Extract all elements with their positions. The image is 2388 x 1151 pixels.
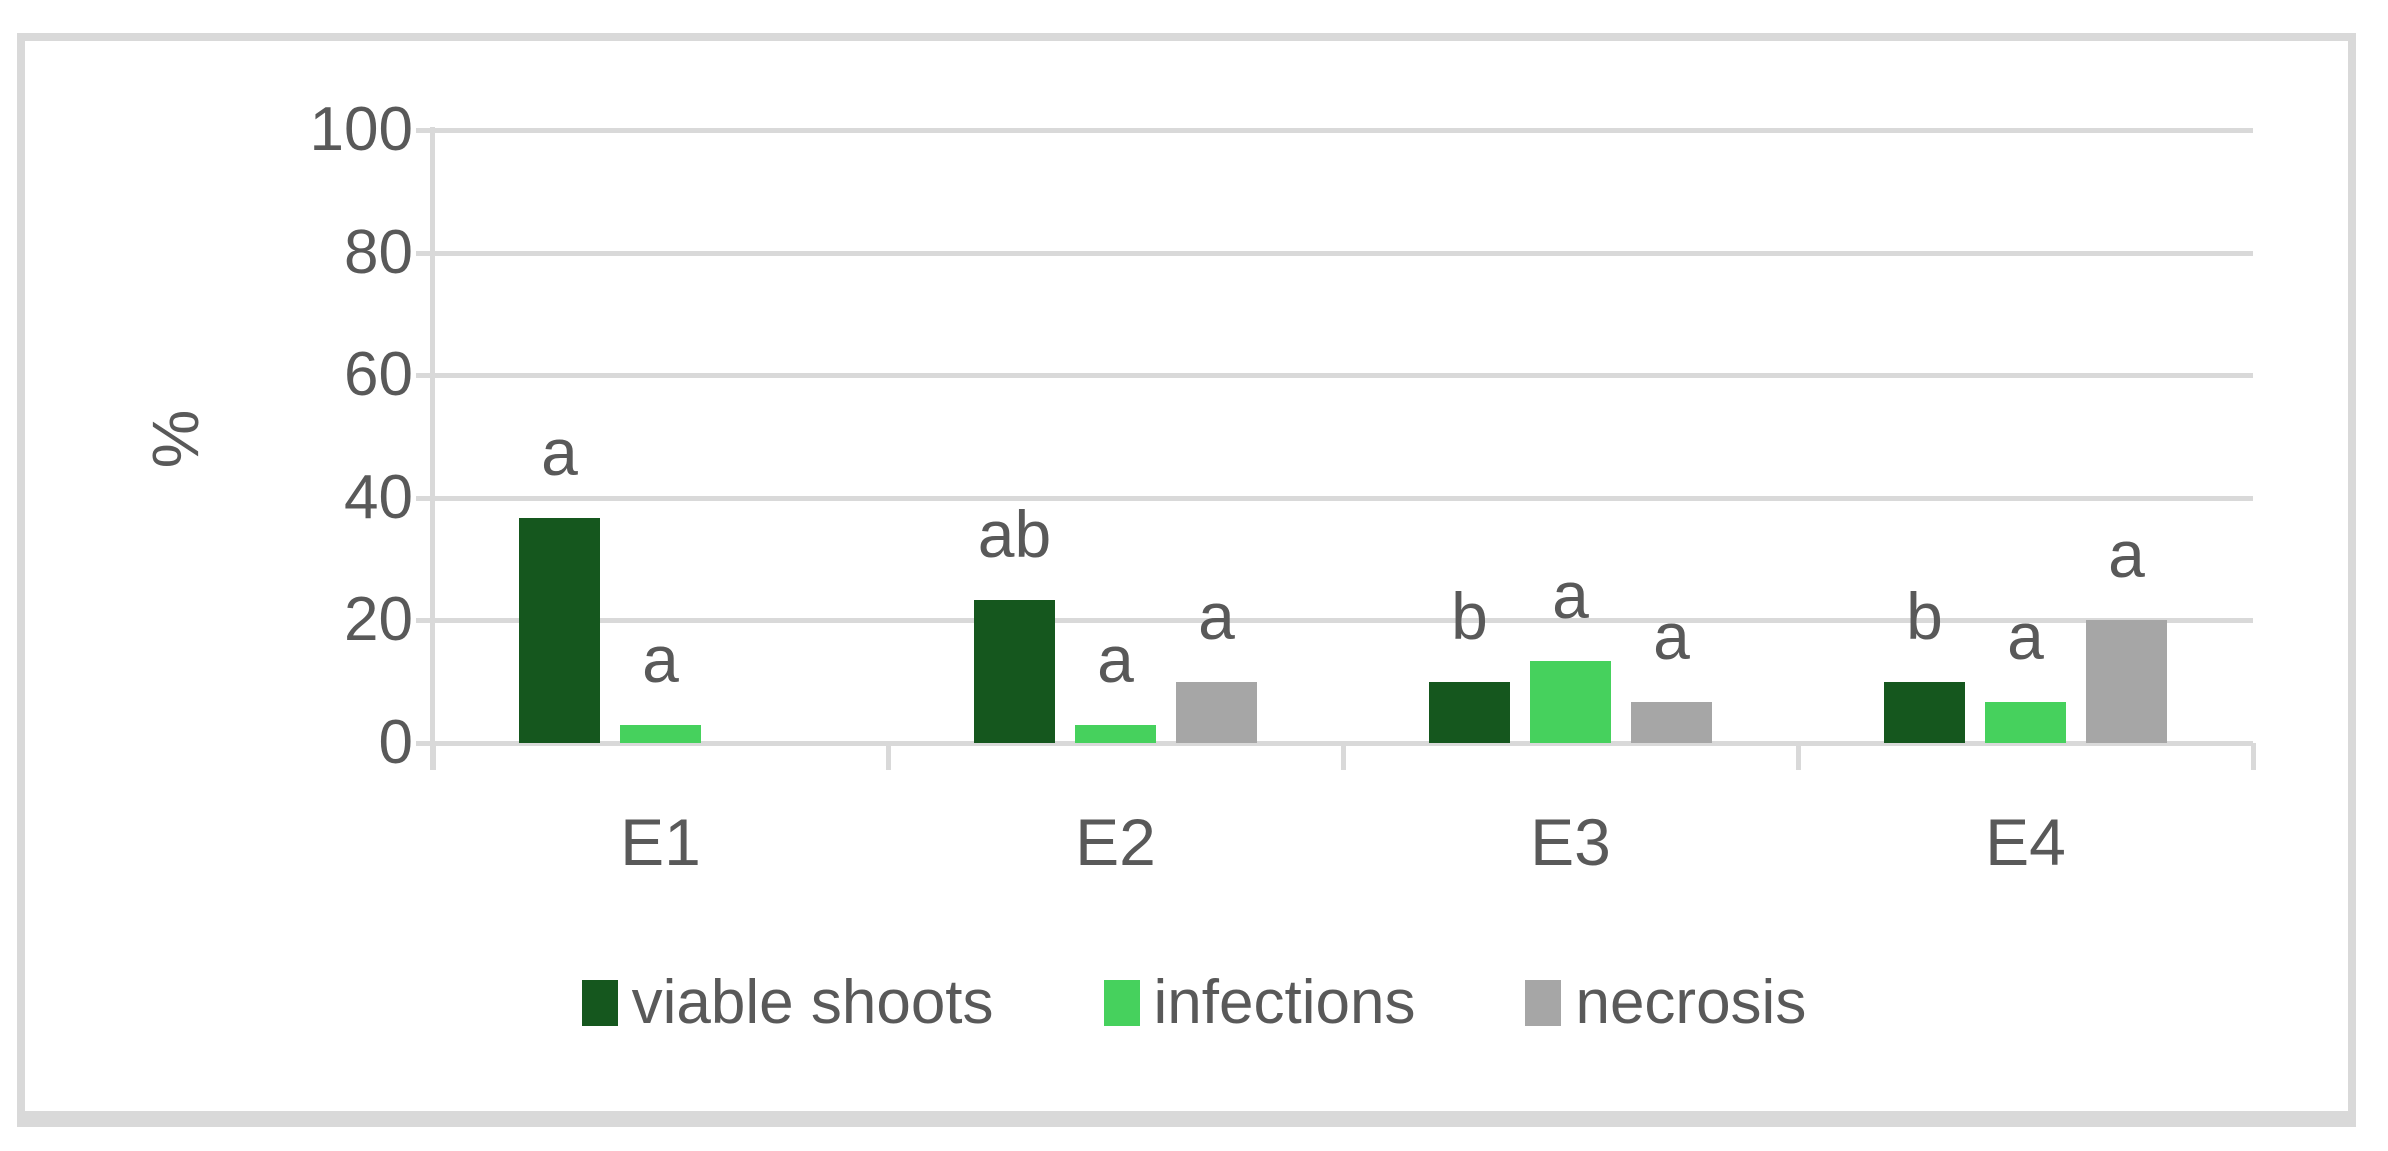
gridline <box>416 250 2253 256</box>
gridline <box>416 128 2253 133</box>
bar <box>974 600 1055 743</box>
bar-letter: a <box>541 415 578 489</box>
legend-swatch <box>581 980 618 1026</box>
y-tick-label: 100 <box>309 95 413 164</box>
y-tick-label: 60 <box>344 340 413 410</box>
bar <box>1429 682 1510 743</box>
bar <box>1176 682 1257 743</box>
x-category-label: E2 <box>1075 805 1156 879</box>
chart-frame <box>17 33 2356 1127</box>
bar-letter: a <box>1653 599 1690 673</box>
bar <box>1631 702 1712 743</box>
bar-letter: b <box>1906 579 1943 653</box>
y-tick-label: 0 <box>378 708 413 777</box>
y-tick-label: 80 <box>344 217 413 287</box>
x-category-label: E3 <box>1530 805 1611 879</box>
bar <box>519 518 600 743</box>
y-tick-label: 20 <box>344 585 413 655</box>
bar-letter: a <box>1097 622 1134 696</box>
x-axis-tick <box>1341 743 1346 770</box>
bar-letter: a <box>1198 579 1235 653</box>
x-axis-tick <box>886 743 891 770</box>
legend-label: viable shoots <box>631 968 994 1037</box>
bar-letter: a <box>642 622 679 696</box>
x-category-label: E1 <box>620 805 701 879</box>
legend-swatch <box>1525 980 1562 1026</box>
x-axis-tick <box>431 743 436 770</box>
bar-letter: a <box>2108 517 2145 591</box>
bar <box>1985 702 2066 743</box>
x-category-label: E4 <box>1985 805 2066 879</box>
gridline <box>416 741 2253 746</box>
bar-letter: ab <box>977 497 1052 571</box>
bar-letter: a <box>2007 599 2044 673</box>
bar <box>2086 620 2167 743</box>
x-axis-tick <box>1796 743 1801 770</box>
legend-swatch <box>1103 980 1140 1026</box>
legend: viable shoots infections necrosis <box>30 968 2358 1038</box>
legend-item: viable shoots <box>581 968 994 1038</box>
y-axis-title: % <box>138 409 212 469</box>
bar <box>1530 661 1611 743</box>
bar <box>620 725 701 743</box>
gridline <box>416 618 2253 624</box>
bar-letter: b <box>1451 579 1488 653</box>
legend-label: necrosis <box>1575 968 1807 1037</box>
gridline <box>416 373 2253 379</box>
bar <box>1884 682 1965 743</box>
legend-item: necrosis <box>1525 968 1806 1038</box>
legend-item: infections <box>1103 968 1416 1038</box>
gridline <box>416 495 2253 501</box>
legend-label: infections <box>1153 968 1416 1037</box>
bar <box>1075 725 1156 743</box>
y-axis-line <box>430 127 435 770</box>
x-axis-tick <box>2251 743 2256 770</box>
bar-letter: a <box>1552 558 1589 632</box>
y-tick-label: 40 <box>344 462 413 532</box>
